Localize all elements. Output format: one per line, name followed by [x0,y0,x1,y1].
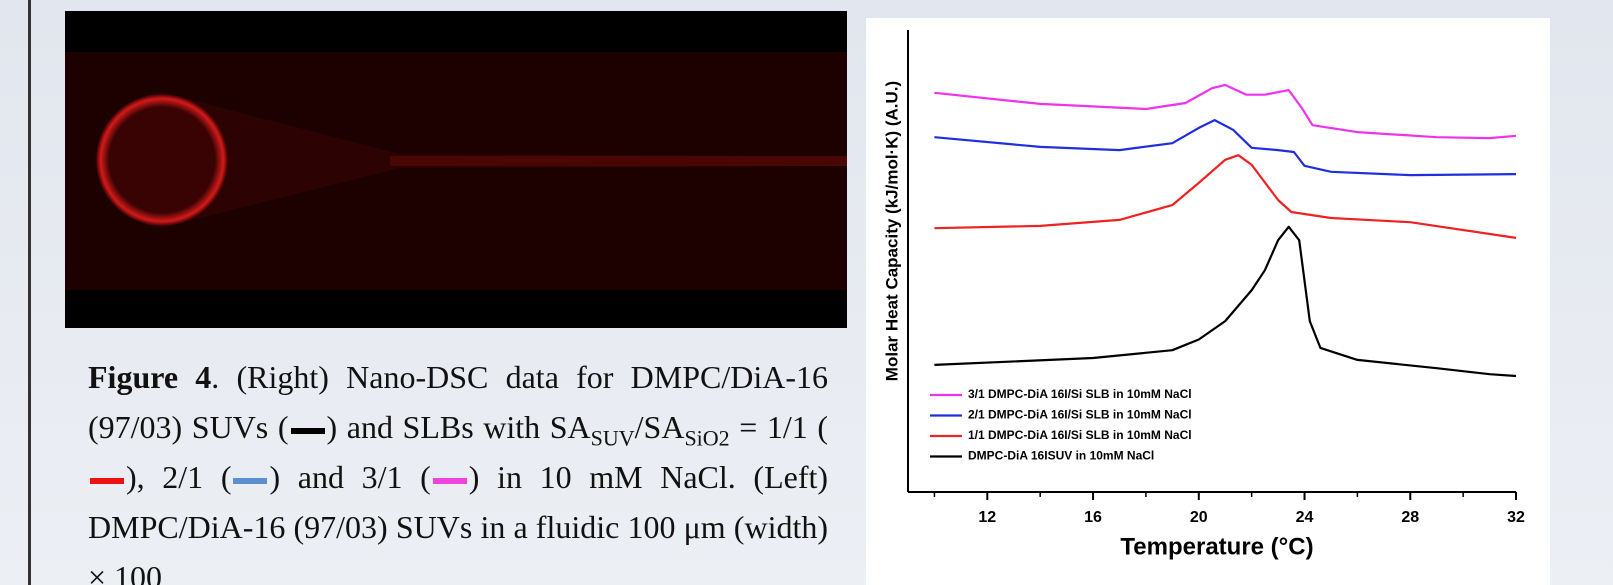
caption-text: ), 2/1 ( [126,459,232,495]
caption-sub: SUV [590,425,635,451]
x-tick-label: 16 [1084,509,1102,526]
x-axis-label: Temperature (°C) [1120,533,1313,560]
caption-text: . (Right) Nano-DSC data for DMPC/DiA-16 … [88,359,828,445]
x-tick-label: 32 [1507,509,1525,526]
caption-label: Figure 4 [88,359,212,395]
caption-text: = 1/1 ( [729,409,828,445]
legend-dash [233,477,268,484]
data-line [934,154,1517,239]
chart: 12 16 20 24 28 32 Temperature (°C) Molar Heat C… [882,30,1525,560]
frame [28,0,1613,585]
data-line [934,83,1517,140]
legend-label: 3/1 DMPC-DiA 16I/Si SLB in 10mM NaCl [968,387,1192,401]
caption-text: ) and 3/1 ( [269,459,431,495]
x-tick-label: 12 [978,509,996,526]
chart-panel [866,18,1550,585]
caption-text: ) in 10 mM NaCl. (Left) DMPC/DiA-16 (97/… [88,459,828,585]
caption-text: /SA [634,409,685,445]
caption: Figure 4. (Right) Nano-DSC data for DMPC… [88,352,828,585]
legend-dash [432,477,467,484]
microscopy-image [65,11,847,328]
data-line [934,119,1517,177]
legend-label: 2/1 DMPC-DiA 16I/Si SLB in 10mM NaCl [968,408,1192,422]
x-tick-label: 28 [1401,509,1419,526]
legend-dash [290,427,325,434]
y-axis-label: Molar Heat Capacity (kJ/mol·K) (A.U.) [882,81,901,381]
data-line [934,225,1517,378]
caption-text: ) and SLBs with SA [326,409,591,445]
x-tick-label: 20 [1190,509,1208,526]
caption-sub: SiO2 [684,425,730,451]
x-tick-label: 24 [1296,509,1314,526]
legend-label: DMPC-DiA 16ISUV in 10mM NaCl [968,449,1154,463]
legend-dash [90,477,124,484]
legend-label: 1/1 DMPC-DiA 16I/Si SLB in 10mM NaCl [968,428,1192,442]
